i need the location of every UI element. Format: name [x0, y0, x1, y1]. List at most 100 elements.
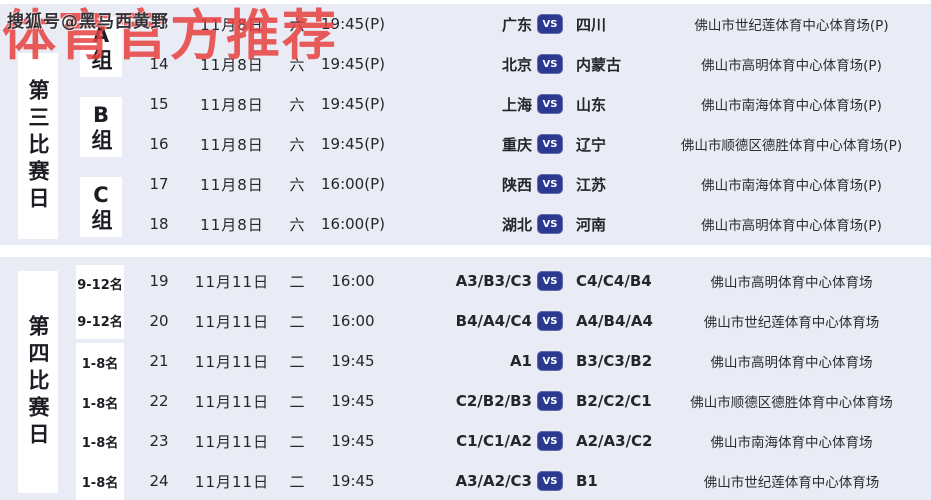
match-weekday: 六: [289, 95, 305, 114]
match-time: 19:45: [331, 432, 375, 450]
match-weekday: 二: [289, 432, 305, 451]
match-time: 16:00: [331, 312, 375, 330]
table-row: 15 11月8日 六 19:45(P) 上海 VS 山东 佛山市南海体育中心体育…: [0, 84, 931, 124]
day-label: 第三比赛日: [26, 78, 50, 214]
vs-badge: VS: [537, 271, 563, 291]
match-weekday: 六: [289, 15, 305, 34]
home-team: C1/C1/A2: [456, 432, 532, 450]
group-box-c: C组: [80, 177, 122, 237]
away-team: A4/B4/A4: [576, 312, 653, 330]
vs-cell: VS: [537, 84, 563, 124]
table-row: 18 11月8日 六 16:00(P) 湖北 VS 河南 佛山市高明体育中心体育…: [0, 204, 931, 244]
match-number: 17: [149, 175, 169, 193]
vs-badge: VS: [537, 94, 563, 114]
match-number: 16: [149, 135, 169, 153]
venue: 佛山市南海体育中心体育场(P): [701, 98, 882, 114]
table-row: 16 11月8日 六 19:45(P) 重庆 VS 辽宁 佛山市顺德区德胜体育中…: [0, 124, 931, 164]
match-number: 22: [149, 392, 169, 410]
match-weekday: 六: [289, 215, 305, 234]
match-weekday: 二: [289, 312, 305, 331]
table-row: 19 11月11日 二 16:00 A3/B3/C3 VS C4/C4/B4 佛…: [0, 261, 931, 301]
vs-badge: VS: [537, 311, 563, 331]
match-date: 11月11日: [194, 472, 270, 491]
match-date: 11月8日: [200, 95, 264, 114]
away-team: B1: [576, 472, 598, 490]
home-team: 重庆: [501, 135, 532, 154]
venue: 佛山市世纪莲体育中心体育场: [703, 475, 880, 491]
venue: 佛山市高明体育中心体育场: [710, 275, 873, 291]
group-box-b: B组: [80, 97, 122, 157]
match-number: 20: [149, 312, 169, 330]
group-label: B组: [89, 102, 113, 152]
rank-label: 9-12名: [77, 278, 123, 293]
vs-cell: VS: [537, 44, 563, 84]
vs-badge: VS: [537, 54, 563, 74]
table-row: 21 11月11日 二 19:45 A1 VS B3/C3/B2 佛山市高明体育…: [0, 341, 931, 381]
rank-box-1-8: 1-8名 1-8名 1-8名 1-8名: [76, 343, 124, 500]
vs-cell: VS: [537, 301, 563, 341]
rank-label: 1-8名: [81, 475, 119, 491]
away-team: 四川: [576, 15, 607, 34]
home-team: 陕西: [501, 175, 532, 194]
day-label: 第四比赛日: [26, 314, 50, 450]
vs-badge: VS: [537, 471, 563, 491]
rank-label: 1-8名: [81, 436, 119, 452]
match-number: 21: [149, 352, 169, 370]
table-row: 24 11月11日 二 19:45 A3/A2/C3 VS B1 佛山市世纪莲体…: [0, 461, 931, 500]
away-team: B2/C2/C1: [576, 392, 652, 410]
home-team: A3/B3/C3: [455, 272, 532, 290]
match-date: 11月8日: [200, 175, 264, 194]
home-team: 广东: [501, 15, 532, 34]
match-date: 11月11日: [194, 312, 270, 331]
home-team: A3/A2/C3: [455, 472, 533, 490]
venue: 佛山市顺德区德胜体育中心体育场(P): [680, 138, 903, 154]
match-number: 14: [149, 55, 169, 73]
match-number: 23: [149, 432, 169, 450]
vs-badge: VS: [537, 134, 563, 154]
match-number: 18: [149, 215, 169, 233]
match-time: 19:45(P): [321, 135, 385, 153]
day-label-box: 第四比赛日: [18, 271, 58, 493]
watermark-publisher: 搜狐号@黑马西黄野: [7, 12, 169, 32]
section-match-day-3: 第三比赛日 A组 B组 C组 13 11月8日 六 19:45(P) 广东 VS…: [0, 4, 931, 245]
table-row: 14 11月8日 六 19:45(P) 北京 VS 内蒙古 佛山市高明体育中心体…: [0, 44, 931, 84]
rank-label: 1-8名: [81, 357, 119, 373]
match-date: 11月11日: [194, 272, 270, 291]
match-date: 11月8日: [200, 215, 264, 234]
home-team: C2/B2/B3: [455, 392, 532, 410]
match-date: 11月11日: [194, 352, 270, 371]
vs-badge: VS: [537, 14, 563, 34]
match-date: 11月11日: [194, 392, 270, 411]
table-row: 22 11月11日 二 19:45 C2/B2/B3 VS B2/C2/C1 佛…: [0, 381, 931, 421]
vs-cell: VS: [537, 261, 563, 301]
vs-cell: VS: [537, 461, 563, 500]
away-team: A2/A3/C2: [576, 432, 653, 450]
table-row: 23 11月11日 二 19:45 C1/C1/A2 VS A2/A3/C2 佛…: [0, 421, 931, 461]
away-team: 江苏: [576, 175, 607, 194]
match-date: 11月8日: [200, 15, 264, 34]
match-number: 24: [149, 472, 169, 490]
match-time: 19:45(P): [321, 15, 385, 33]
match-number: 15: [149, 95, 169, 113]
home-team: 上海: [501, 95, 532, 114]
vs-cell: VS: [537, 124, 563, 164]
match-weekday: 六: [289, 55, 305, 74]
match-date: 11月8日: [200, 135, 264, 154]
section-match-day-4: 第四比赛日 9-12名 9-12名 1-8名 1-8名 1-8名 1-8名 19…: [0, 257, 931, 500]
vs-badge: VS: [537, 431, 563, 451]
away-team: 辽宁: [576, 135, 607, 154]
venue: 佛山市顺德区德胜体育中心体育场: [690, 395, 893, 411]
match-time: 19:45: [331, 352, 375, 370]
match-weekday: 二: [289, 472, 305, 491]
rank-label: 9-12名: [77, 315, 123, 330]
venue: 佛山市南海体育中心体育场(P): [701, 178, 882, 194]
match-time: 16:00(P): [321, 215, 385, 233]
match-number: 13: [149, 15, 169, 33]
match-date: 11月8日: [200, 55, 264, 74]
home-team: 北京: [501, 55, 532, 74]
venue: 佛山市高明体育中心体育场(P): [701, 58, 882, 74]
away-team: 山东: [576, 95, 607, 114]
table-row: 20 11月11日 二 16:00 B4/A4/C4 VS A4/B4/A4 佛…: [0, 301, 931, 341]
home-team: B4/A4/C4: [455, 312, 532, 330]
